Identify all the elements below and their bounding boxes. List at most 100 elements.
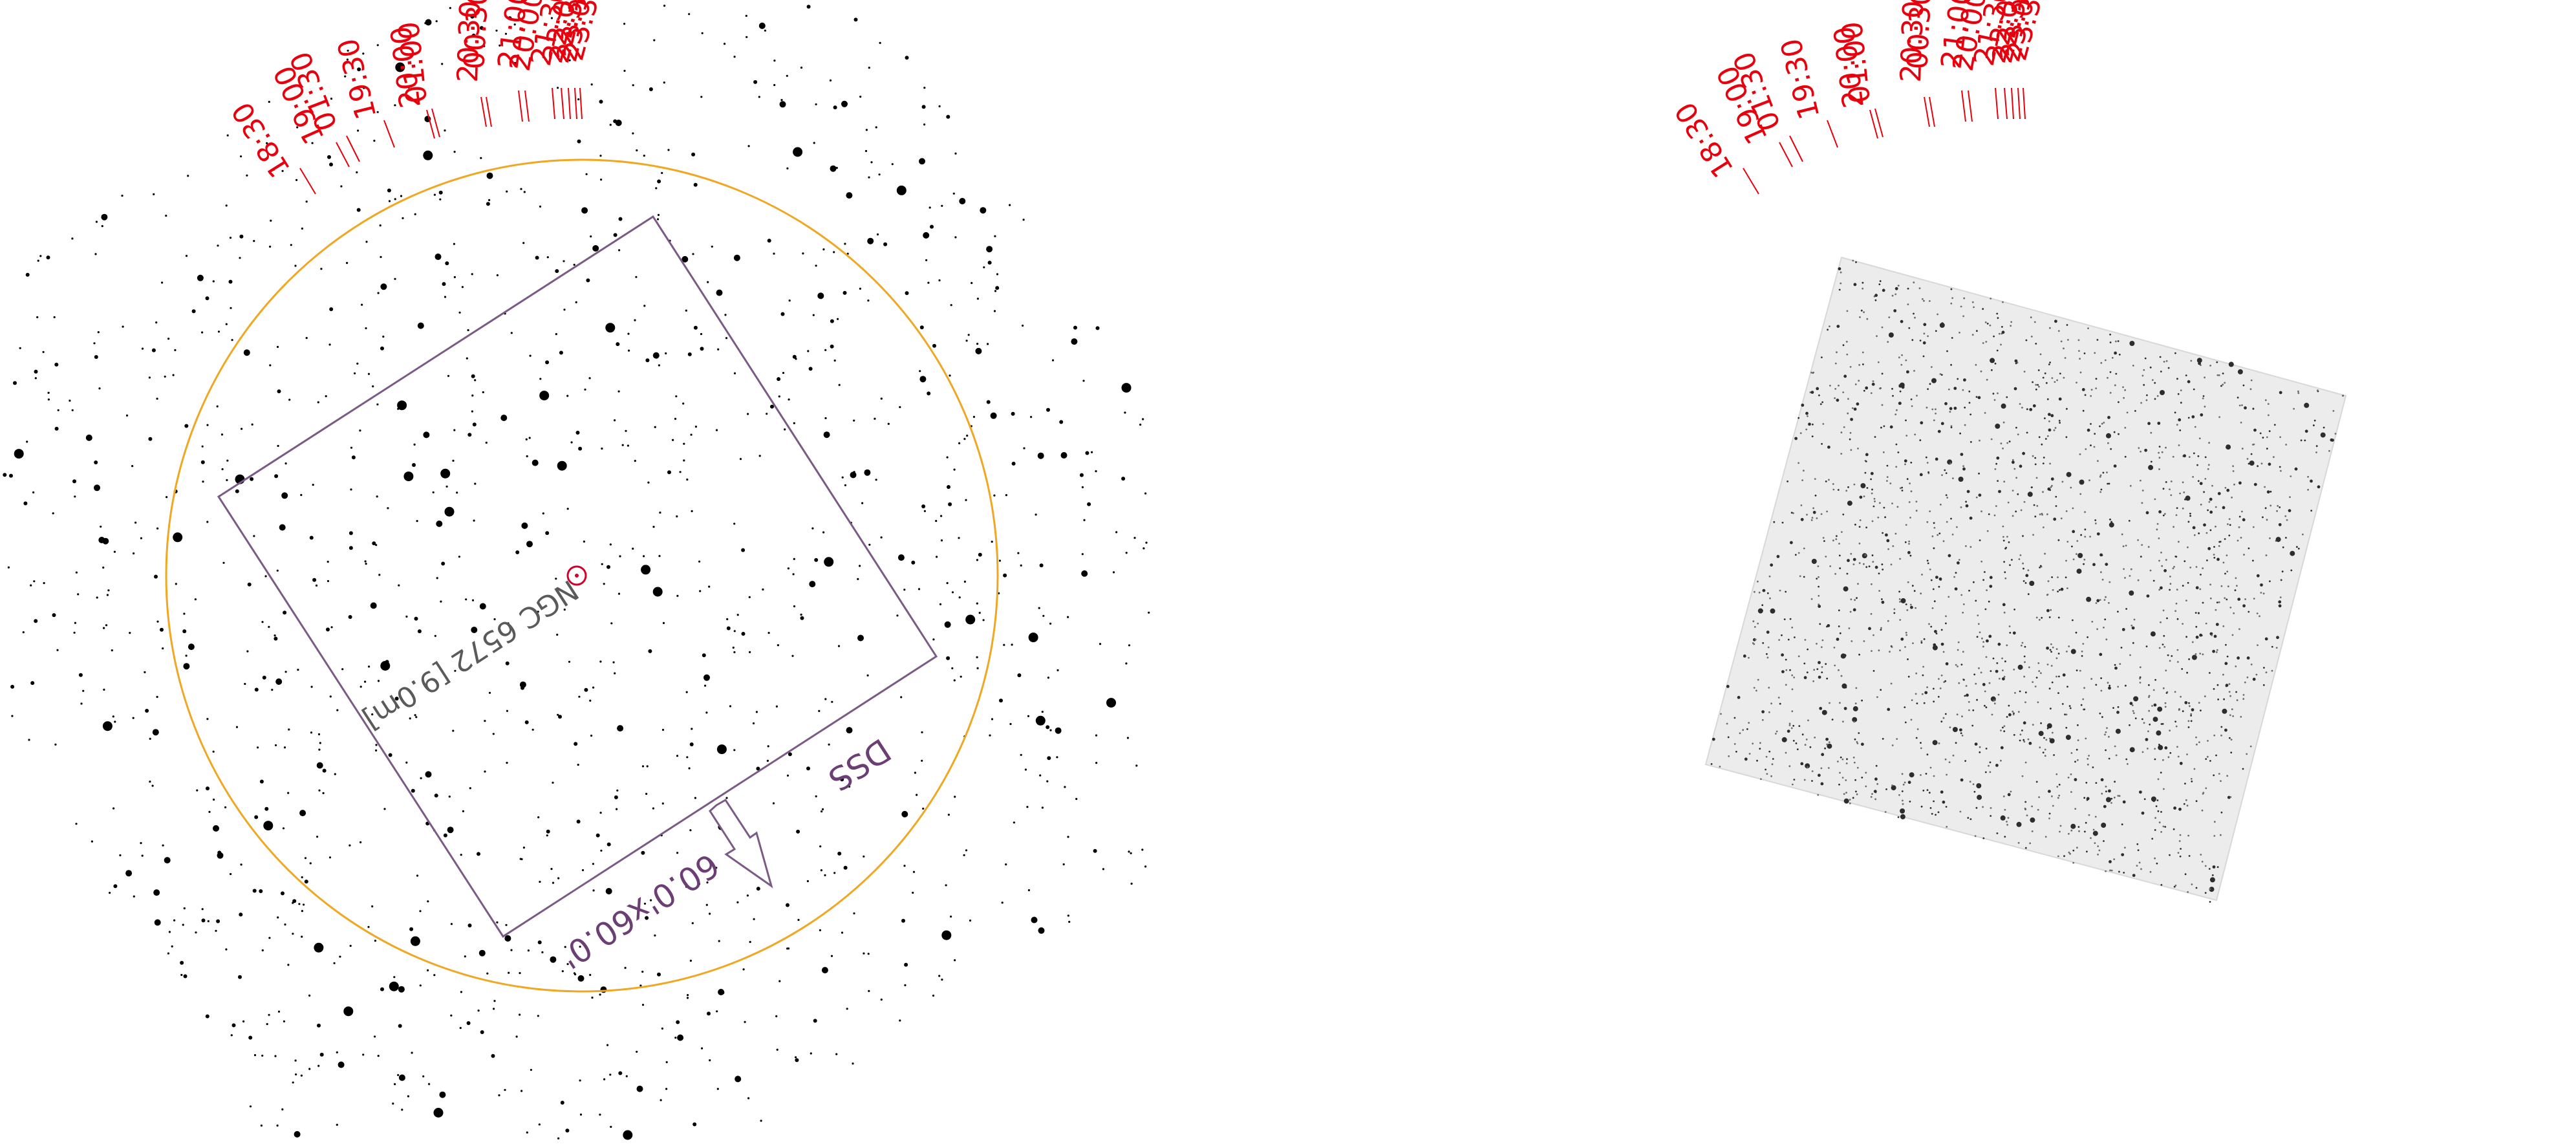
star-dot — [867, 953, 870, 955]
star-dot — [168, 931, 171, 933]
star-dot — [1003, 643, 1005, 646]
star-dot — [585, 173, 588, 175]
image-star-dot — [2197, 455, 2200, 457]
image-star-dot — [1812, 510, 1816, 514]
star-dot — [609, 124, 612, 126]
image-star-dot — [2259, 615, 2260, 618]
image-star-dot — [1828, 741, 1830, 743]
star-dot — [1068, 920, 1071, 923]
image-star-dot — [2179, 834, 2182, 836]
time-label: 00:30 — [1901, 0, 1938, 70]
image-star-dot — [2293, 407, 2295, 410]
image-star-dot — [2008, 704, 2010, 707]
image-star-dot — [1846, 353, 1849, 356]
star-dot — [812, 314, 815, 316]
star-dot — [367, 925, 370, 928]
star-dot — [529, 354, 531, 357]
image-star-dot — [2193, 768, 2196, 770]
star-dot — [257, 746, 259, 749]
image-star-dot — [2094, 523, 2097, 524]
image-star-dot — [2216, 684, 2219, 686]
image-star-dot — [2090, 837, 2092, 839]
star-dot — [270, 219, 272, 222]
image-star-dot — [2019, 733, 2022, 736]
image-star-dot — [1849, 611, 1852, 613]
star-dot — [465, 598, 467, 601]
star-dot — [1023, 447, 1025, 449]
star-dot — [708, 585, 711, 588]
image-star-dot — [2110, 869, 2113, 872]
image-star-dot — [2201, 861, 2204, 863]
image-star-dot — [1922, 355, 1925, 358]
star-dot — [201, 908, 204, 911]
image-star-dot — [2187, 380, 2191, 384]
star-dot — [423, 150, 433, 160]
star-dot — [402, 217, 404, 219]
star-dot — [405, 761, 408, 764]
image-star-dot — [2066, 407, 2068, 410]
image-star-dot — [1770, 563, 1774, 567]
image-star-dot — [1959, 331, 1960, 334]
image-star-dot — [1814, 737, 1816, 739]
image-star-dot — [1890, 682, 1893, 685]
image-star-dot — [2248, 462, 2250, 465]
star-dot — [606, 842, 611, 847]
image-star-dot — [1760, 778, 1762, 780]
star-dot — [523, 191, 526, 193]
image-star-dot — [2342, 395, 2345, 397]
star-dot — [729, 705, 732, 708]
star-dot — [327, 561, 329, 563]
image-star-dot — [1973, 306, 1975, 308]
star-dot — [438, 190, 443, 195]
star-dot — [471, 599, 475, 601]
star-dot — [515, 1035, 518, 1038]
image-star-dot — [1829, 325, 1830, 327]
star-dot — [54, 743, 57, 746]
star-dot — [271, 689, 274, 691]
image-star-dot — [1793, 779, 1796, 781]
image-star-dot — [2035, 384, 2037, 386]
image-star-dot — [1811, 559, 1817, 564]
image-star-dot — [2032, 404, 2036, 407]
time-tick-line — [299, 168, 316, 195]
star-dot — [1013, 821, 1015, 824]
image-star-dot — [2114, 384, 2116, 387]
star-dot — [113, 550, 116, 553]
star-dot — [688, 13, 691, 16]
image-star-dot — [1986, 323, 1989, 325]
image-star-dot — [2079, 371, 2082, 374]
image-star-dot — [1996, 456, 2000, 460]
star-dot — [526, 541, 533, 548]
star-dot — [422, 1075, 425, 1077]
star-dot — [715, 867, 718, 869]
image-star-dot — [2232, 470, 2235, 472]
image-star-dot — [2268, 462, 2271, 466]
image-star-dot — [2229, 524, 2231, 526]
star-dot — [674, 1036, 677, 1039]
image-star-dot — [1977, 623, 1980, 625]
image-star-dot — [2042, 491, 2044, 493]
image-star-dot — [1976, 330, 1978, 332]
star-dot — [796, 829, 800, 834]
image-star-dot — [1909, 801, 1911, 803]
star-dot — [639, 984, 642, 987]
image-star-dot — [1960, 732, 1962, 735]
image-star-dot — [1838, 267, 1841, 270]
star-dot — [921, 731, 923, 733]
star-dot — [225, 204, 228, 207]
image-star-dot — [2156, 730, 2162, 736]
image-star-dot — [2021, 730, 2023, 731]
survey-image — [1704, 256, 2347, 902]
image-star-dot — [2226, 488, 2230, 492]
image-star-dot — [2110, 521, 2113, 523]
star-dot — [445, 261, 449, 266]
image-star-dot — [1963, 297, 1966, 299]
image-star-dot — [1841, 777, 1844, 779]
image-star-dot — [1964, 424, 1966, 426]
star-dot — [903, 589, 906, 591]
star-dot — [1067, 616, 1069, 618]
image-star-dot — [1864, 471, 1867, 474]
image-star-dot — [1726, 685, 1730, 688]
star-dot — [724, 314, 727, 316]
star-dot — [304, 880, 308, 884]
